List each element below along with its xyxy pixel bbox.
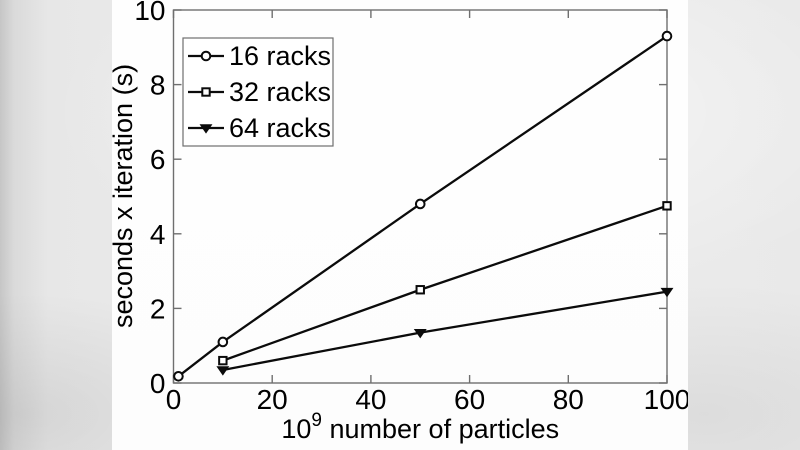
y-tick-label: 10	[134, 0, 165, 26]
marker-triangle-down	[660, 287, 674, 298]
x-tick-label: 100	[644, 384, 688, 415]
axes-box	[172, 9, 668, 384]
legend-item: 32 racks	[188, 77, 331, 107]
x-axis-label-rest: number of particles	[322, 414, 559, 444]
x-tick-label: 20	[257, 384, 288, 415]
y-tick-label: 0	[150, 368, 166, 399]
series-16-racks	[173, 30, 673, 382]
series-32-racks	[218, 201, 672, 366]
marker-circle	[200, 50, 212, 62]
series-line	[177, 34, 669, 378]
series-64-racks	[216, 287, 674, 376]
y-tick-label: 2	[150, 293, 166, 324]
legend-label: 32 racks	[229, 77, 331, 107]
x-axis-label-base: 10	[281, 414, 311, 444]
legend-item: 16 racks	[188, 41, 331, 71]
marker-square	[201, 87, 211, 97]
legend-item: 64 racks	[188, 113, 331, 143]
x-axis-label-superscript: 9	[311, 410, 322, 431]
x-tick-label: 0	[166, 384, 182, 415]
x-tick-label: 60	[454, 384, 485, 415]
series-line	[221, 290, 669, 372]
marker-circle	[173, 370, 184, 382]
marker-square	[218, 355, 228, 366]
marker-triangle-down	[413, 328, 427, 339]
figure-panel: 0 20 40 60 80 100 0 2 4 6 8 10 seconds x iteration (…	[108, 0, 690, 450]
marker-triangle-down	[216, 366, 230, 376]
marker-square	[662, 201, 672, 211]
y-axis-label: seconds x iteration (s)	[112, 64, 138, 328]
marker-triangle-down	[199, 124, 213, 134]
marker-circle	[414, 198, 426, 210]
y-tick-label: 4	[150, 219, 166, 250]
series-line	[221, 204, 669, 362]
marker-square	[415, 285, 425, 295]
marker-circle	[661, 30, 673, 42]
legend-label: 64 racks	[229, 113, 331, 143]
x-tick-label: 40	[355, 384, 386, 415]
line-chart: 0 20 40 60 80 100 0 2 4 6 8 10 seconds x iteration (…	[108, 0, 690, 444]
legend-label: 16 racks	[229, 41, 331, 71]
marker-circle	[217, 336, 229, 348]
y-tick-label: 8	[150, 70, 166, 101]
y-tick-label: 6	[150, 144, 166, 175]
x-tick-label: 80	[553, 384, 584, 415]
legend: 16 racks 32 racks 64 racks	[182, 37, 334, 147]
x-axis-label: 109 number of particles	[281, 410, 559, 444]
